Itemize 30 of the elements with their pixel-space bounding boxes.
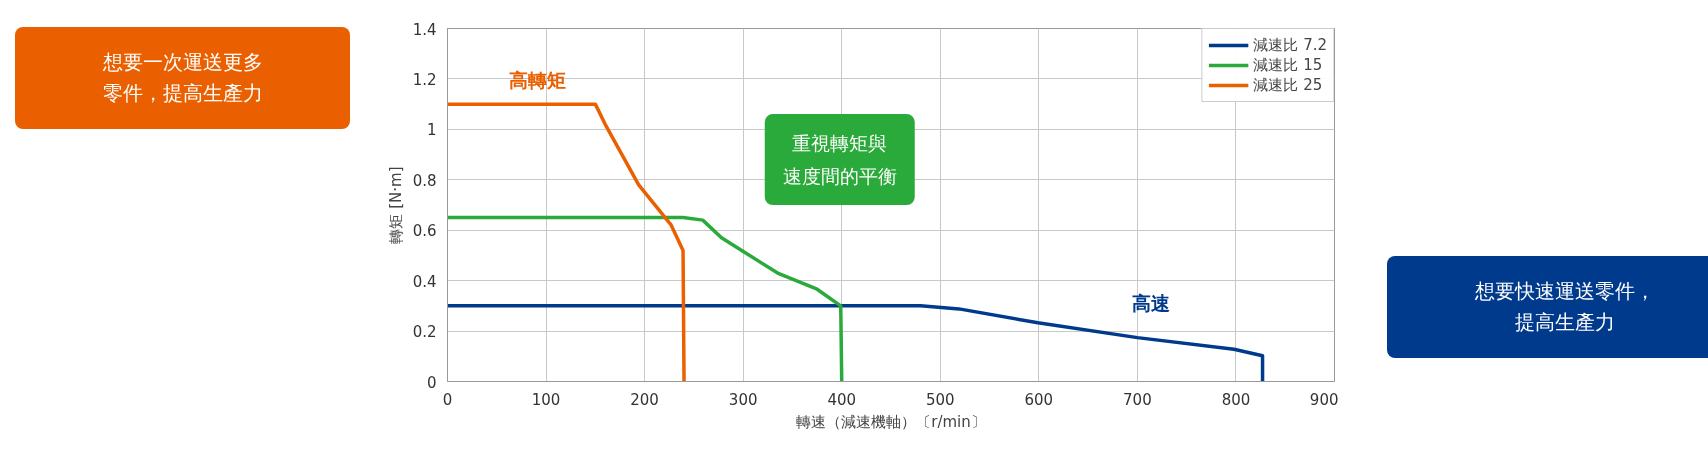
- legend-label: 減速比 15: [1253, 55, 1323, 75]
- y-tick-label: 1: [426, 121, 437, 140]
- x-tick-label: 0: [442, 390, 453, 409]
- x-tick-label: 200: [630, 390, 659, 409]
- x-tick-label: 600: [1024, 390, 1054, 409]
- x-axis-title: 轉速（減速機軸）〔r/min〕: [796, 412, 986, 431]
- line-series: [447, 102, 686, 382]
- line-series: [447, 215, 844, 382]
- y-tick-label: 1.4: [412, 20, 437, 39]
- y-tick-label: 0: [426, 373, 437, 392]
- x-tick-label: 300: [728, 390, 758, 409]
- x-tick-label: 800: [1221, 390, 1251, 409]
- y-tick-label: 0.4: [412, 272, 437, 291]
- y-tick-label: 0.8: [412, 171, 437, 190]
- y-axis-title: 轉矩 [N·m]: [386, 166, 405, 244]
- y-tick-label: 1.2: [412, 70, 437, 89]
- x-tick-label: 700: [1123, 390, 1152, 409]
- text: 想要快速運送零件，提高生產力: [1387, 256, 1708, 358]
- annotation: 重視轉矩與速度間的平衡: [782, 132, 897, 188]
- x-tick-label: 900: [1309, 390, 1339, 409]
- y-tick-label: 0.2: [412, 323, 437, 342]
- text: 想要一次運送更多零件，提高生產力: [15, 27, 350, 129]
- legend-label: 減速比 7.2: [1253, 35, 1327, 55]
- annotation: 高轉矩: [508, 69, 566, 92]
- x-tick-label: 500: [925, 390, 955, 409]
- annotation: 高速: [1132, 292, 1171, 315]
- y-tick-label: 0.6: [412, 222, 437, 241]
- x-tick-label: 400: [827, 390, 857, 409]
- x-tick-label: 100: [531, 390, 561, 409]
- legend-label: 減速比 25: [1253, 75, 1323, 95]
